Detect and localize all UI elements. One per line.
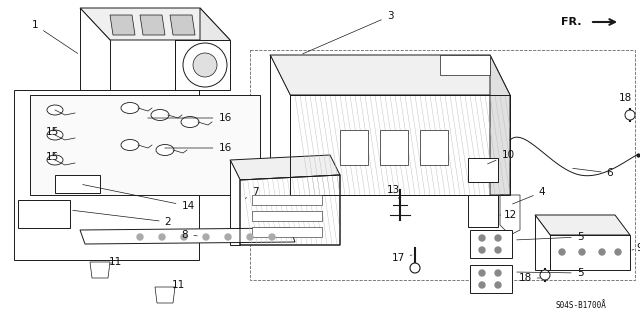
Polygon shape [230,155,340,180]
Polygon shape [170,15,195,35]
Polygon shape [550,235,630,270]
Ellipse shape [121,139,139,151]
Bar [468,195,498,227]
Text: 18: 18 [518,273,540,283]
Circle shape [479,235,485,241]
Circle shape [203,234,209,240]
Polygon shape [500,195,520,235]
Text: 6: 6 [573,168,613,178]
Bar [468,158,498,182]
Text: 5: 5 [516,232,583,242]
Text: S04S-B1700Å: S04S-B1700Å [555,300,606,309]
Bar [55,175,100,193]
Bar [420,130,448,165]
Bar [470,230,512,258]
Ellipse shape [151,109,169,121]
Circle shape [137,234,143,240]
Bar [18,200,70,228]
Circle shape [599,249,605,255]
Polygon shape [80,8,110,90]
Circle shape [615,249,621,255]
Text: 15: 15 [45,152,59,162]
Polygon shape [535,215,630,235]
Text: 18: 18 [618,93,632,110]
Circle shape [495,247,501,253]
Text: 12: 12 [500,210,516,220]
Polygon shape [440,55,490,75]
Text: 10: 10 [488,150,515,164]
Ellipse shape [47,155,63,165]
Circle shape [479,270,485,276]
Bar [470,265,512,293]
Bar [252,195,322,205]
Ellipse shape [47,105,63,115]
Text: 16: 16 [148,113,232,123]
Polygon shape [155,287,175,303]
Polygon shape [270,55,290,195]
Circle shape [479,282,485,288]
Polygon shape [230,160,240,245]
Polygon shape [270,55,510,95]
Circle shape [225,234,231,240]
Text: 7: 7 [245,187,259,198]
Circle shape [495,235,501,241]
Bar [380,130,408,165]
Bar [340,130,368,165]
Circle shape [579,249,585,255]
Circle shape [183,43,227,87]
Polygon shape [240,175,340,245]
Text: 1: 1 [32,20,77,54]
Text: 5: 5 [516,268,583,278]
Bar [250,50,635,280]
Circle shape [540,270,550,280]
Text: 8: 8 [182,230,197,240]
Bar [14,90,199,260]
Circle shape [559,249,565,255]
Text: 3: 3 [303,11,394,54]
Polygon shape [80,228,295,244]
Circle shape [479,247,485,253]
Circle shape [495,270,501,276]
Text: 15: 15 [45,127,59,137]
Circle shape [181,234,187,240]
Text: 13: 13 [387,185,400,200]
Text: 11: 11 [108,257,122,267]
Polygon shape [290,95,510,195]
Ellipse shape [181,116,199,128]
Circle shape [495,282,501,288]
Text: 4: 4 [513,187,545,204]
Polygon shape [30,95,260,195]
Circle shape [193,53,217,77]
Polygon shape [110,15,135,35]
Circle shape [410,263,420,273]
Polygon shape [90,262,110,278]
Bar [252,211,322,221]
Polygon shape [535,215,550,270]
Bar [252,227,322,237]
Polygon shape [80,8,230,40]
Polygon shape [200,8,230,90]
Text: 17: 17 [392,253,412,263]
Circle shape [247,234,253,240]
Text: FR.: FR. [561,17,582,27]
Text: 16: 16 [164,143,232,153]
Circle shape [625,110,635,120]
Polygon shape [490,55,510,195]
Circle shape [269,234,275,240]
Ellipse shape [47,130,63,140]
Ellipse shape [156,145,174,155]
Text: 14: 14 [83,185,195,211]
Text: 11: 11 [172,280,184,290]
Text: 9: 9 [632,243,640,253]
Ellipse shape [121,102,139,114]
Polygon shape [140,15,165,35]
Circle shape [159,234,165,240]
Polygon shape [175,40,230,90]
Text: 2: 2 [73,210,172,227]
